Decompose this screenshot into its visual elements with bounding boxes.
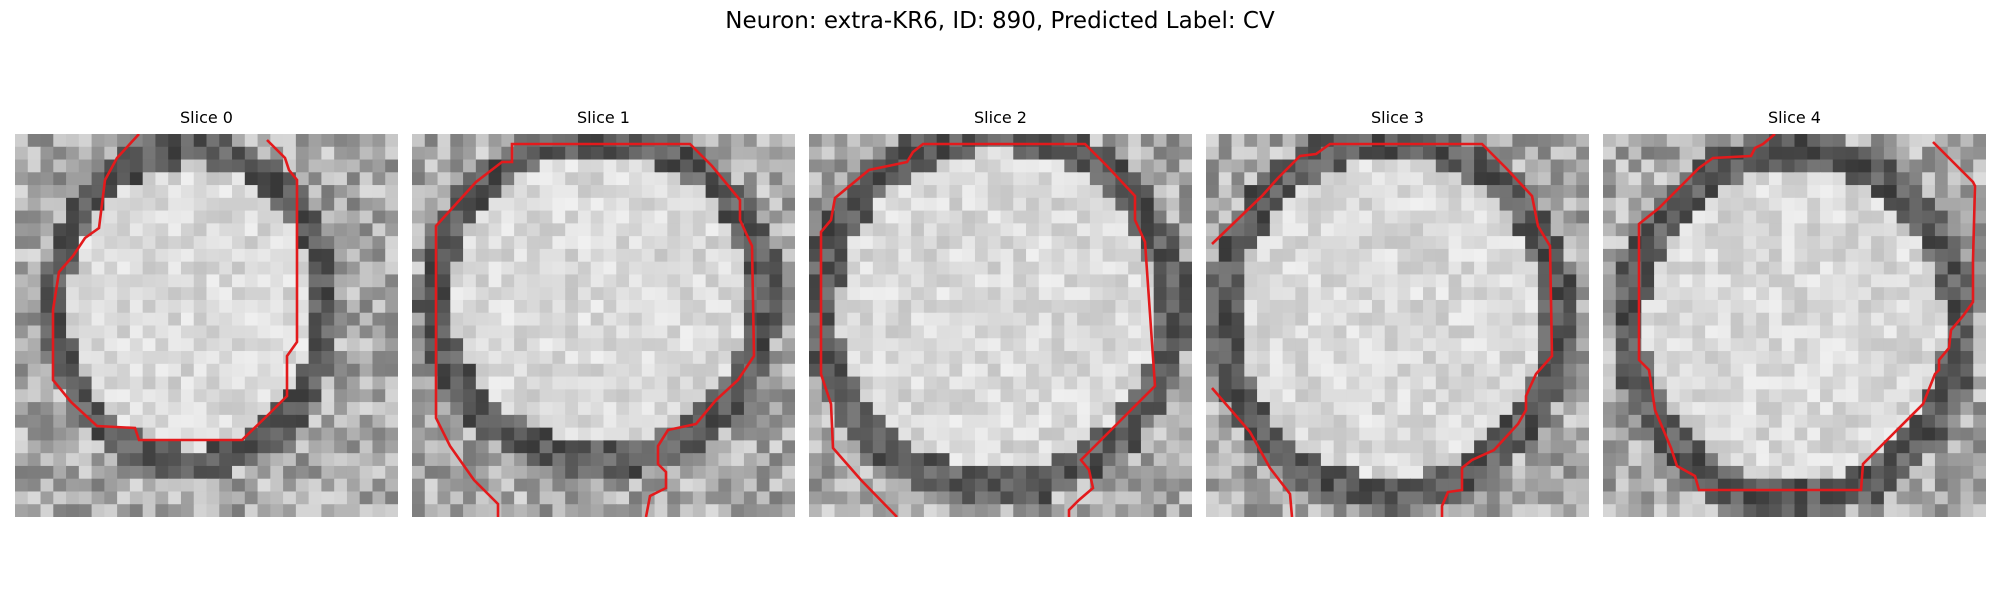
slice-pixels-3 [1206, 134, 1589, 517]
slice-title-1: Slice 1 [577, 108, 630, 127]
slice-image-0 [15, 134, 398, 517]
slice-pixels-2 [809, 134, 1192, 517]
slice-pixels-1 [412, 134, 795, 517]
figure-title: Neuron: extra-KR6, ID: 890, Predicted La… [725, 8, 1275, 34]
slice-image-4 [1603, 134, 1986, 517]
slice-title-4: Slice 4 [1768, 108, 1821, 127]
slice-pixels-4 [1603, 134, 1986, 517]
slice-image-3 [1206, 134, 1589, 517]
slice-title-0: Slice 0 [180, 108, 233, 127]
contour-4 [1637, 134, 1977, 492]
contour-0 [51, 134, 299, 442]
contour-3 [1211, 142, 1554, 517]
slice-image-2 [809, 134, 1192, 517]
slice-pixels-0 [15, 134, 398, 517]
slice-title-3: Slice 3 [1371, 108, 1424, 127]
slice-image-1 [412, 134, 795, 517]
contour-2 [819, 142, 1157, 517]
contour-1 [434, 142, 756, 517]
slice-title-2: Slice 2 [974, 108, 1027, 127]
